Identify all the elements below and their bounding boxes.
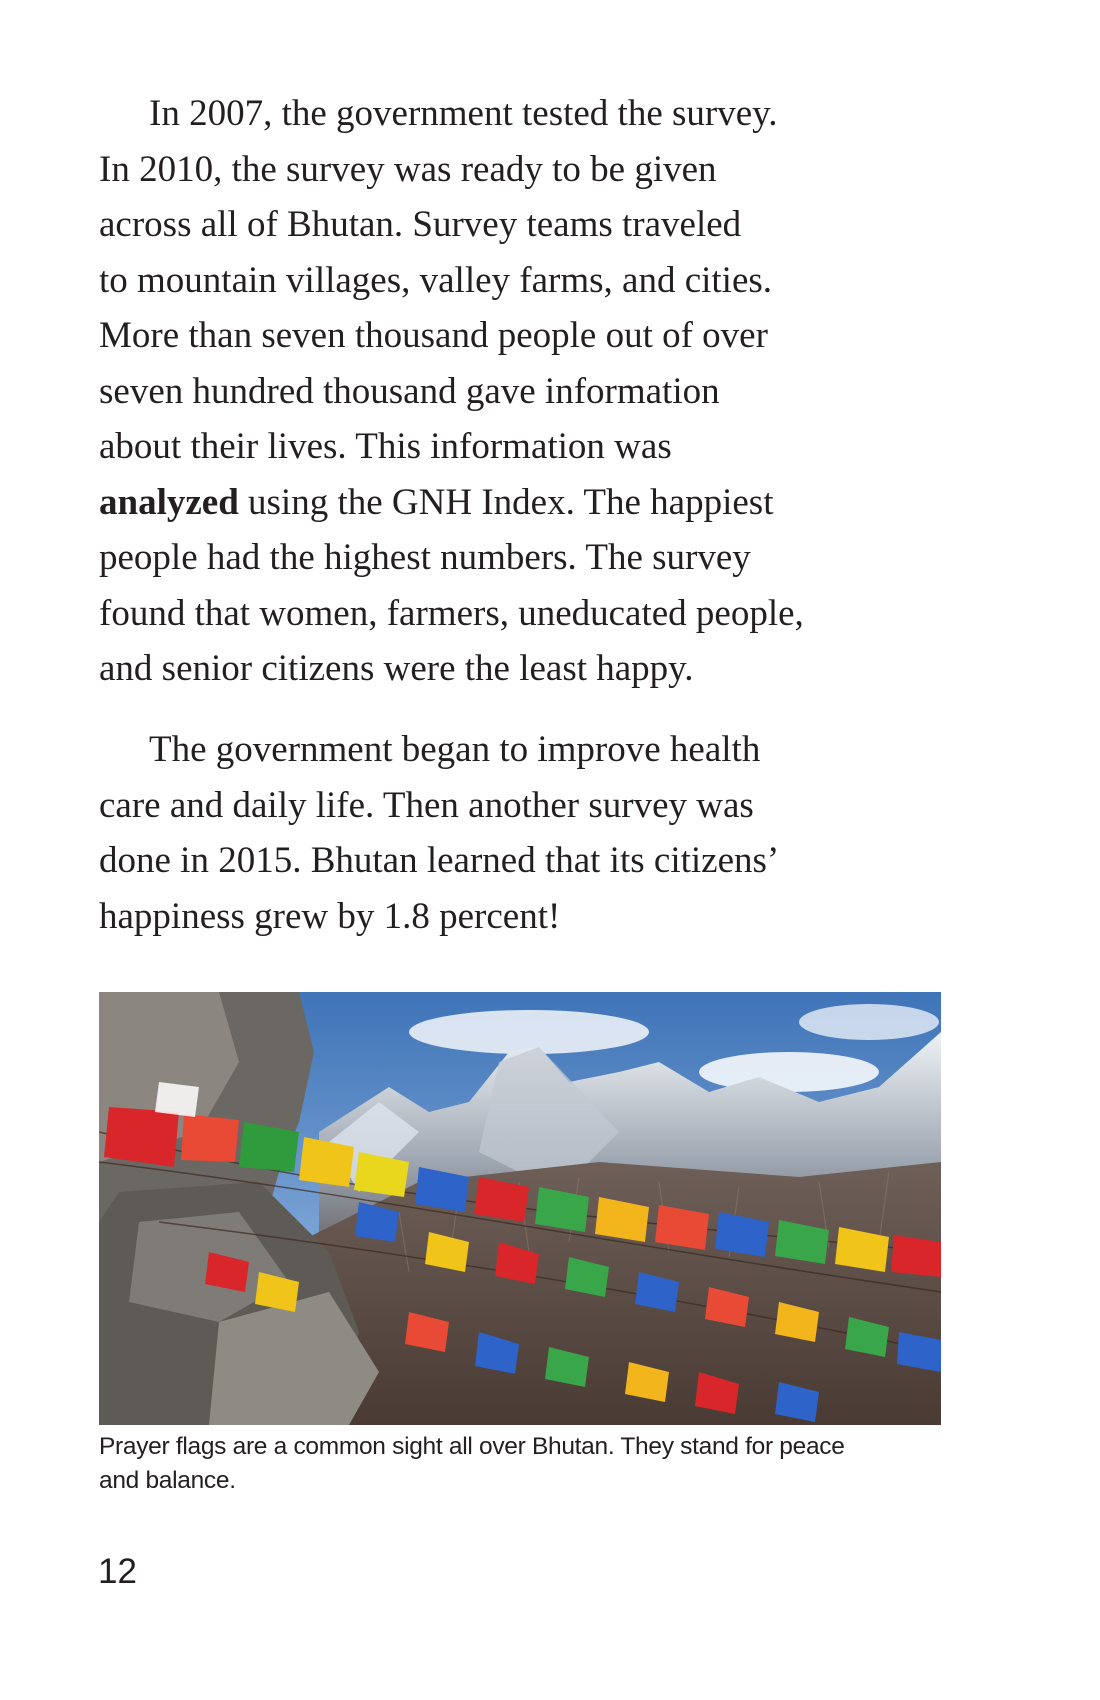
caption-line: Prayer flags are a common sight all over…	[99, 1433, 845, 1460]
paragraph-1-line: about their lives. This information was	[99, 426, 672, 467]
paragraph-2: The government began to improve health c…	[99, 722, 959, 944]
paragraph-1-line-rest: using the GNH Index. The happiest	[238, 481, 774, 523]
paragraph-1: In 2007, the government tested the surve…	[99, 86, 959, 697]
paragraph-1-line: to mountain villages, valley farms, and …	[99, 259, 773, 301]
page-number: 12	[98, 1552, 137, 1591]
paragraph-2-line: care and daily life. Then another survey…	[99, 784, 754, 826]
paragraph-1-line: In 2007, the government tested the surve…	[149, 93, 778, 134]
prayer-flags-photo	[99, 992, 941, 1425]
paragraph-1-line: More than seven thousand people out of o…	[99, 315, 768, 356]
paragraph-2-line: The government began to improve health	[149, 729, 761, 770]
paragraph-2-line: done in 2015. Bhutan learned that its ci…	[99, 840, 780, 881]
vocabulary-word: analyzed	[99, 481, 239, 523]
paragraph-1-line: and senior citizens were the least happy…	[99, 648, 694, 689]
paragraph-1-line: seven hundred thousand gave information	[99, 370, 720, 412]
photo-caption: Prayer flags are a common sight all over…	[99, 1430, 919, 1498]
paragraph-1-line: across all of Bhutan. Survey teams trave…	[99, 204, 742, 245]
paragraph-2-line: happiness grew by 1.8 percent!	[99, 895, 561, 937]
prayer-flags-mountain-illustration	[99, 992, 941, 1425]
paragraph-1-line: found that women, farmers, uneducated pe…	[99, 592, 804, 634]
paragraph-1-line: people had the highest numbers. The surv…	[99, 537, 751, 578]
paragraph-1-line: In 2010, the survey was ready to be give…	[99, 148, 717, 190]
paragraph-1-line: analyzed using the GNH Index. The happie…	[99, 475, 959, 531]
caption-line: and balance.	[99, 1467, 236, 1494]
